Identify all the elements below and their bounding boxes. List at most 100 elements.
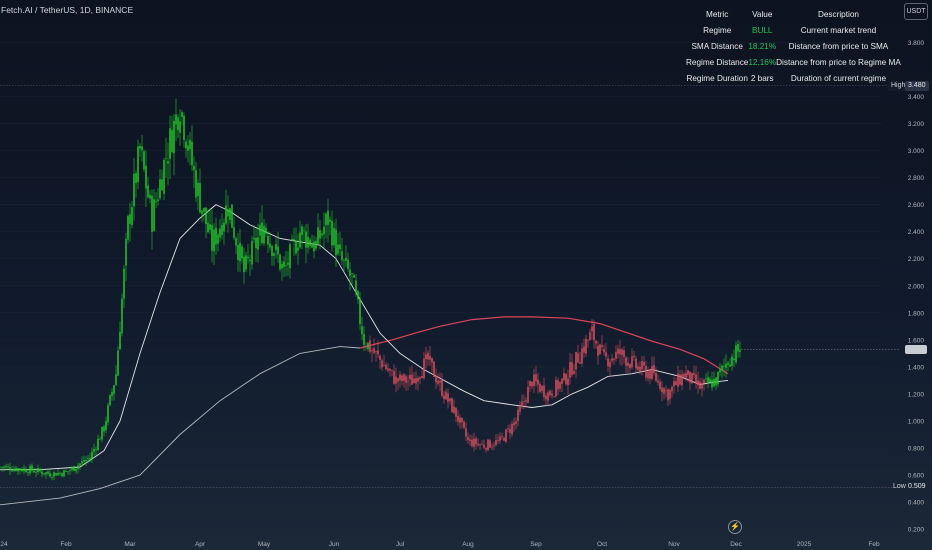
description-cell: Duration of current regime — [790, 73, 887, 83]
candle — [655, 372, 657, 381]
candle — [599, 344, 601, 355]
candle — [365, 346, 367, 348]
y-tick-label: 3.200 — [908, 121, 925, 128]
candle — [589, 332, 591, 341]
candle — [335, 229, 337, 256]
candle — [669, 389, 671, 399]
candle — [737, 343, 739, 352]
candle — [399, 374, 401, 381]
candle — [727, 362, 729, 365]
candle — [301, 226, 303, 235]
table-header-value: Value — [752, 9, 773, 19]
table-row: Regime Duration 2 bars Duration of curre… — [686, 70, 901, 86]
candle — [491, 446, 493, 448]
candle — [171, 130, 173, 152]
candle — [359, 298, 361, 325]
candle — [493, 445, 495, 447]
indicator-lines — [0, 204, 729, 506]
candle — [341, 251, 343, 261]
candle — [609, 361, 611, 368]
candle — [143, 151, 145, 170]
candle — [221, 224, 223, 235]
candle — [571, 362, 573, 375]
candle — [153, 199, 155, 231]
y-axis: 3.800 3.400 3.200 3.000 2.800 2.600 2.400 2.200… — [908, 40, 925, 534]
candle — [103, 426, 105, 432]
candles — [0, 98, 741, 481]
candle — [675, 381, 677, 386]
candle — [311, 244, 313, 248]
candle — [587, 339, 589, 341]
candle — [645, 365, 647, 378]
candle — [161, 179, 163, 191]
candle — [333, 228, 335, 246]
candle — [63, 470, 65, 477]
candle — [591, 326, 593, 332]
value-cell: 2 bars — [750, 73, 774, 83]
candle — [223, 222, 225, 232]
candle — [431, 357, 433, 363]
candle — [233, 227, 235, 239]
candle — [247, 256, 249, 259]
candle — [391, 369, 393, 371]
lightning-icon[interactable]: ⚡ — [728, 520, 742, 534]
candle — [441, 379, 443, 396]
candle — [1, 467, 3, 468]
y-tick-label: 0.400 — [908, 500, 925, 507]
candle — [617, 348, 619, 354]
x-tick-label: Feb — [60, 541, 72, 548]
candle — [379, 355, 381, 360]
x-tick-label: Jul — [396, 541, 405, 548]
candle — [525, 400, 527, 402]
candle — [463, 421, 465, 428]
candle — [579, 361, 581, 364]
candle — [427, 352, 429, 360]
candle — [329, 219, 331, 222]
candle — [175, 114, 177, 125]
candle — [169, 128, 171, 159]
low-label: Low — [893, 483, 906, 491]
candle — [499, 436, 501, 441]
candle — [383, 364, 385, 366]
candle — [321, 233, 323, 236]
y-tick-label: 3.800 — [908, 40, 925, 47]
candle — [91, 451, 93, 459]
candle — [225, 205, 227, 224]
candle — [691, 372, 693, 384]
candle — [37, 468, 39, 472]
candle — [99, 438, 101, 440]
y-tick-label: 1.400 — [908, 364, 925, 371]
candle — [421, 376, 423, 379]
candle — [133, 173, 135, 207]
candle — [423, 358, 425, 378]
candle — [269, 243, 271, 248]
candle — [277, 246, 279, 255]
currency-button[interactable]: USDT — [904, 3, 928, 20]
candle — [641, 361, 643, 370]
current-price-tag — [905, 344, 927, 354]
description-cell: Distance from price to Regime MA — [776, 57, 901, 67]
y-tick-label: 3.400 — [908, 94, 925, 101]
candle — [49, 473, 51, 477]
candle — [309, 239, 311, 247]
candle — [535, 374, 537, 382]
candle — [515, 421, 517, 424]
candle — [181, 112, 183, 117]
x-tick-label: Jun — [329, 541, 340, 548]
candle — [623, 350, 625, 357]
candle — [125, 239, 127, 266]
candle — [83, 460, 85, 462]
candle — [325, 213, 327, 226]
candle — [411, 374, 413, 385]
candle — [203, 207, 205, 212]
value-cell: BULL — [751, 25, 773, 35]
candle — [317, 227, 319, 244]
candle — [437, 380, 439, 384]
candle — [305, 231, 307, 248]
candle — [703, 379, 705, 384]
candle — [625, 357, 627, 366]
candle — [461, 417, 463, 423]
candle — [263, 225, 265, 244]
candle — [0, 466, 1, 468]
